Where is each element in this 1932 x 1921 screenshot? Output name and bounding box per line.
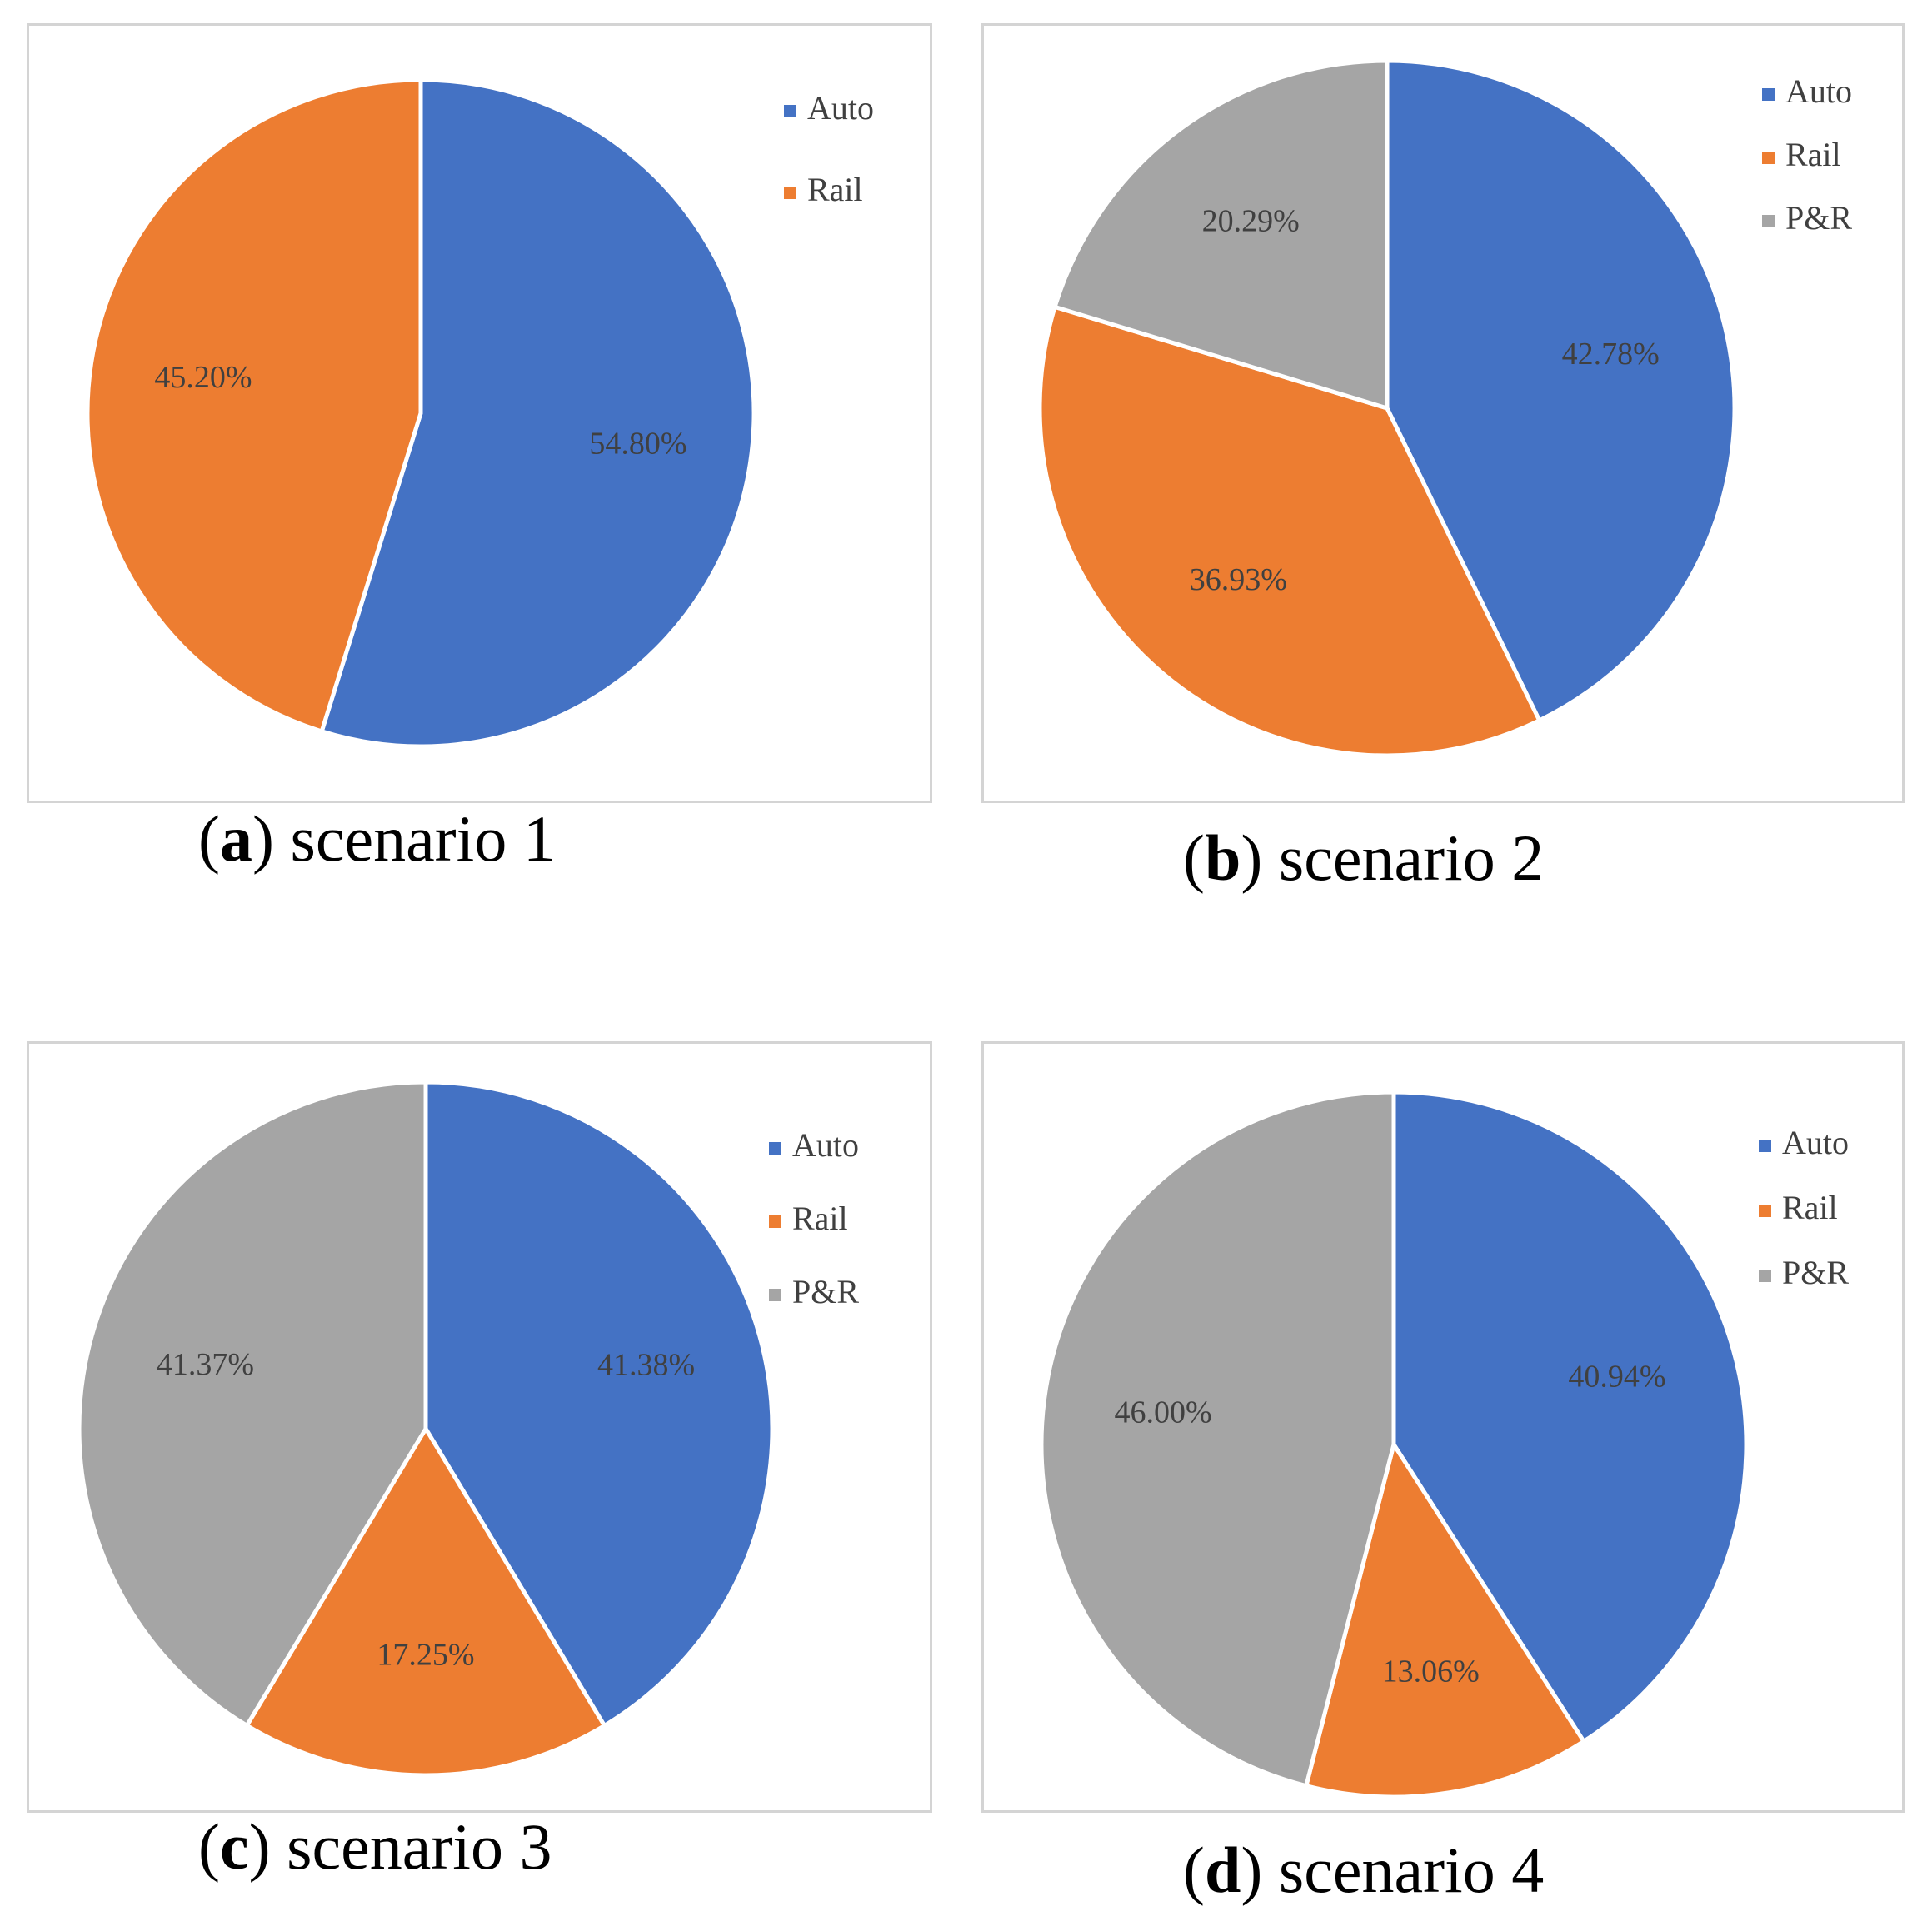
caption-letter: b	[1204, 821, 1241, 894]
legend-label-rail: Rail	[792, 1200, 848, 1237]
legend-swatch-p-and-r	[769, 1289, 781, 1301]
chart-panel-scenario-1: 54.80% 45.20% Auto Rail	[27, 23, 932, 803]
pie-chart-scenario-3: 41.38% 17.25% 41.37% Auto Rail P&R	[77, 1080, 859, 1778]
data-label-auto: 40.94%	[1568, 1359, 1665, 1394]
legend-label-p-and-r: P&R	[1782, 1254, 1849, 1291]
legend-label-auto: Auto	[1785, 72, 1852, 110]
pie-slices	[1039, 1090, 1749, 1799]
legend-swatch-auto	[1759, 1140, 1771, 1152]
legend-label-auto: Auto	[807, 89, 874, 127]
legend-label-auto: Auto	[1782, 1124, 1849, 1161]
caption-scenario-4: (d) scenario 4	[1183, 1834, 1545, 1906]
caption-scenario-2: (b) scenario 2	[1183, 821, 1545, 894]
pie-slices	[77, 1080, 775, 1778]
pie-chart-scenario-4: 40.94% 13.06% 46.00% Auto Rail P&R	[1039, 1090, 1849, 1799]
legend-label-rail: Rail	[1785, 136, 1841, 173]
pie-data-labels: 41.38% 17.25% 41.37%	[157, 1347, 695, 1672]
legend-swatch-rail	[784, 187, 796, 199]
chart-panel-scenario-4: 40.94% 13.06% 46.00% Auto Rail P&R	[981, 1041, 1905, 1813]
pie-slice-p-and-r	[1052, 58, 1390, 411]
legend-swatch-p-and-r	[1762, 215, 1775, 227]
data-label-p-and-r: 20.29%	[1202, 204, 1300, 239]
caption-scenario-1: (a) scenario 1	[198, 802, 556, 875]
pie-slice-auto	[1385, 58, 1737, 723]
caption-scenario-3: (c) scenario 3	[198, 1810, 552, 1883]
pie-slice-auto	[423, 1080, 775, 1728]
pie-slice-rail	[1037, 304, 1542, 758]
data-label-rail: 45.20%	[154, 360, 252, 395]
legend-swatch-rail	[1759, 1205, 1771, 1217]
data-label-auto: 54.80%	[589, 426, 686, 461]
pie-slices	[1037, 58, 1737, 758]
pie-slice-rail	[244, 1426, 607, 1778]
legend-label-rail: Rail	[807, 171, 863, 208]
pie-data-labels: 54.80% 45.20%	[154, 360, 686, 461]
caption-text: scenario 3	[287, 1810, 552, 1883]
chart-panel-scenario-2: 42.78% 36.93% 20.29% Auto Rail P&R	[981, 23, 1905, 803]
pie-slices	[85, 77, 756, 749]
pie-slice-rail	[1304, 1442, 1586, 1799]
pie-data-labels: 42.78% 36.93% 20.29%	[1190, 204, 1660, 598]
legend-label-p-and-r: P&R	[1785, 199, 1852, 237]
caption-letter: c	[219, 1810, 249, 1883]
data-label-auto: 42.78%	[1562, 337, 1660, 372]
data-label-rail: 36.93%	[1190, 562, 1287, 597]
chart-panel-scenario-3: 41.38% 17.25% 41.37% Auto Rail P&R	[27, 1041, 932, 1813]
pie-data-labels: 40.94% 13.06% 46.00%	[1114, 1359, 1665, 1689]
legend-swatch-p-and-r	[1759, 1270, 1771, 1282]
legend-label-p-and-r: P&R	[792, 1273, 859, 1310]
legend-swatch-rail	[769, 1215, 781, 1228]
caption-letter: a	[219, 802, 252, 875]
pie-slice-p-and-r	[77, 1080, 428, 1728]
legend: Auto Rail P&R	[1759, 1124, 1849, 1291]
legend-swatch-auto	[1762, 88, 1775, 101]
caption-text: scenario 2	[1278, 821, 1545, 894]
data-label-rail: 13.06%	[1382, 1654, 1480, 1689]
caption-text: scenario 4	[1278, 1834, 1545, 1906]
data-label-p-and-r: 46.00%	[1114, 1395, 1211, 1430]
caption-text: scenario 1	[290, 802, 556, 875]
pie-chart-scenario-1: 54.80% 45.20% Auto Rail	[85, 77, 874, 749]
pie-slice-p-and-r	[1039, 1090, 1396, 1789]
legend-label-auto: Auto	[792, 1126, 859, 1164]
data-label-p-and-r: 41.37%	[157, 1347, 254, 1382]
legend-label-rail: Rail	[1782, 1189, 1838, 1226]
data-label-rail: 17.25%	[377, 1637, 474, 1672]
legend-swatch-rail	[1762, 152, 1775, 164]
pie-chart-scenario-2: 42.78% 36.93% 20.29% Auto Rail P&R	[1037, 58, 1852, 758]
legend-swatch-auto	[784, 105, 796, 117]
legend: Auto Rail P&R	[769, 1126, 859, 1310]
legend: Auto Rail P&R	[1762, 72, 1852, 237]
caption-letter: d	[1204, 1834, 1241, 1906]
legend: Auto Rail	[784, 89, 874, 208]
pie-slice-rail	[85, 77, 423, 734]
data-label-auto: 41.38%	[597, 1347, 695, 1382]
pie-slice-auto	[319, 77, 756, 749]
legend-swatch-auto	[769, 1142, 781, 1155]
